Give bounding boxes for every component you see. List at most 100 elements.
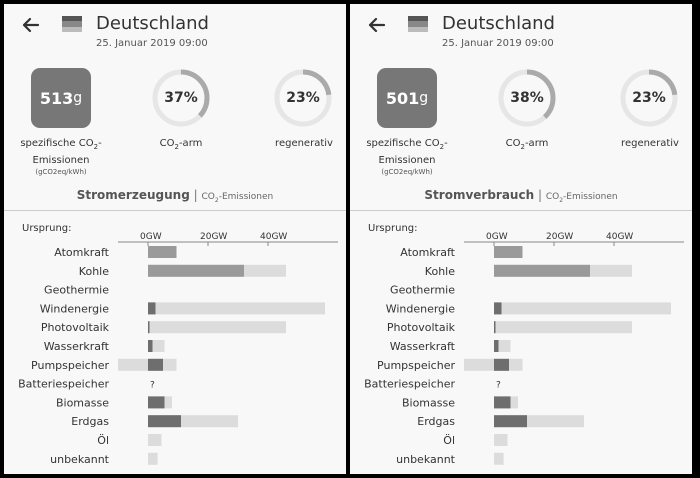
tick-label: 20GW xyxy=(546,232,573,242)
category-label: Wasserkraft xyxy=(44,340,110,353)
category-label: Windenergie xyxy=(386,302,456,315)
tab-emissions[interactable]: CO2-Emissionen xyxy=(545,192,618,204)
production-bar[interactable] xyxy=(148,396,165,409)
production-bar[interactable] xyxy=(148,264,244,277)
arrow-left-icon[interactable] xyxy=(21,15,41,35)
germany-flag-icon xyxy=(408,16,428,32)
category-label: Biomasse xyxy=(56,396,109,409)
panel-consumption: Deutschland 25. Januar 2019 09:00 501 g 3… xyxy=(350,4,692,474)
production-bar[interactable] xyxy=(494,302,502,315)
timestamp: 25. Januar 2019 09:00 xyxy=(96,38,208,49)
tab-production[interactable]: Stromerzeugung xyxy=(76,188,190,202)
co2-intensity-box: 501 g xyxy=(377,68,437,128)
category-label: Erdgas xyxy=(71,415,109,428)
category-label: Kohle xyxy=(79,265,109,278)
co2-intensity-label: spezifische CO2- Emissionen (gCO2eq/kWh) xyxy=(9,137,113,177)
category-label: Erdgas xyxy=(417,415,455,428)
tick-label: 0GW xyxy=(486,232,508,242)
production-bar[interactable] xyxy=(148,340,153,352)
consumption-chart: 0GW 20GW 40GW Atomkraft Kohle Geothermie Winde… xyxy=(364,232,684,466)
timestamp: 25. Januar 2019 09:00 xyxy=(442,38,554,49)
production-bar[interactable] xyxy=(148,302,156,315)
production-bar[interactable] xyxy=(494,358,509,371)
category-label: Geothermie xyxy=(390,284,455,297)
capacity-bar[interactable] xyxy=(494,452,504,465)
category-label: Pumpspeicher xyxy=(31,359,109,372)
production-bar[interactable] xyxy=(148,321,150,334)
panel-production: Deutschland 25. Januar 2019 09:00 513 g 3… xyxy=(4,4,346,474)
renewable-label: regenerativ xyxy=(275,138,333,149)
category-label: Öl xyxy=(97,434,109,447)
category-label: Kohle xyxy=(425,265,455,278)
co2-intensity-unit: (gCO2eq/kWh) xyxy=(381,168,433,176)
production-bar[interactable] xyxy=(494,246,523,258)
production-bar[interactable] xyxy=(148,415,181,428)
category-label: Atomkraft xyxy=(400,246,455,259)
arrow-left-icon[interactable] xyxy=(367,15,387,35)
low-carbon-percent: 38% xyxy=(510,90,544,106)
low-carbon-ring: 37% xyxy=(151,68,211,128)
co2-unit: g xyxy=(419,90,429,106)
tab-consumption[interactable]: Stromverbrauch xyxy=(424,188,535,202)
low-carbon-label: CO2-arm xyxy=(505,138,549,151)
co2-intensity-unit: (gCO2eq/kWh) xyxy=(35,168,87,176)
category-label: Atomkraft xyxy=(54,246,109,259)
tab-emissions[interactable]: CO2-Emissionen xyxy=(201,192,274,204)
co2-value: 501 xyxy=(385,88,420,108)
renewable-arc xyxy=(620,69,678,127)
renewable-ring: 23% xyxy=(273,68,333,128)
production-bar[interactable] xyxy=(494,321,496,334)
category-label: Geothermie xyxy=(44,284,109,297)
tick-label: 40GW xyxy=(260,232,287,242)
capacity-bar[interactable] xyxy=(148,302,325,315)
co2-value: 513 xyxy=(39,88,74,108)
production-chart: 0GW 20GW 40GW Atomkraft Kohle Geothermie Winde… xyxy=(18,232,338,466)
low-carbon-ring: 38% xyxy=(497,68,557,128)
category-label: Windenergie xyxy=(40,302,110,315)
tick-label: 20GW xyxy=(200,232,227,242)
low-carbon-arc xyxy=(498,69,556,127)
production-bar[interactable] xyxy=(494,264,590,277)
germany-flag-icon xyxy=(62,16,82,32)
category-label: unbekannt xyxy=(396,453,456,466)
category-label: Batteriespeicher xyxy=(18,378,109,391)
capacity-bar[interactable] xyxy=(494,321,632,334)
production-bar[interactable] xyxy=(494,340,499,352)
renewable-percent: 23% xyxy=(632,90,666,106)
country-name: Deutschland xyxy=(442,13,555,34)
category-label: Wasserkraft xyxy=(390,340,456,353)
production-bar[interactable] xyxy=(148,246,177,258)
origin-label: Ursprung: xyxy=(368,223,418,234)
production-bar[interactable] xyxy=(148,358,163,371)
co2-intensity-box: 513 g xyxy=(31,68,91,128)
unknown-marker: ? xyxy=(496,381,501,391)
co2-unit: g xyxy=(73,90,83,106)
capacity-bar[interactable] xyxy=(148,452,158,465)
capacity-bar[interactable] xyxy=(148,321,286,334)
renewable-label: regenerativ xyxy=(621,138,679,149)
capacity-bar[interactable] xyxy=(464,358,523,371)
capacity-bar[interactable] xyxy=(118,358,177,371)
capacity-bar[interactable] xyxy=(494,302,671,315)
country-name: Deutschland xyxy=(96,13,209,34)
divider xyxy=(350,210,692,211)
section-header: Stromerzeugung | CO2-Emissionen xyxy=(76,188,274,204)
section-header: Stromverbrauch | CO2-Emissionen xyxy=(424,188,618,204)
category-label: Photovoltaik xyxy=(387,321,456,334)
tick-label: 40GW xyxy=(606,232,633,242)
category-label: Öl xyxy=(443,434,455,447)
category-label: Pumpspeicher xyxy=(377,359,455,372)
tick-label: 0GW xyxy=(140,232,162,242)
divider xyxy=(4,210,346,211)
renewable-arc xyxy=(274,69,332,127)
low-carbon-arc xyxy=(152,69,210,127)
low-carbon-label: CO2-arm xyxy=(159,138,203,151)
unknown-marker: ? xyxy=(150,381,155,391)
category-label: unbekannt xyxy=(50,453,110,466)
capacity-bar[interactable] xyxy=(148,434,162,446)
co2-intensity-label: spezifische CO2- Emissionen (gCO2eq/kWh) xyxy=(355,137,459,177)
capacity-bar[interactable] xyxy=(494,434,508,446)
category-label: Biomasse xyxy=(402,396,455,409)
production-bar[interactable] xyxy=(494,396,511,409)
production-bar[interactable] xyxy=(494,415,527,428)
